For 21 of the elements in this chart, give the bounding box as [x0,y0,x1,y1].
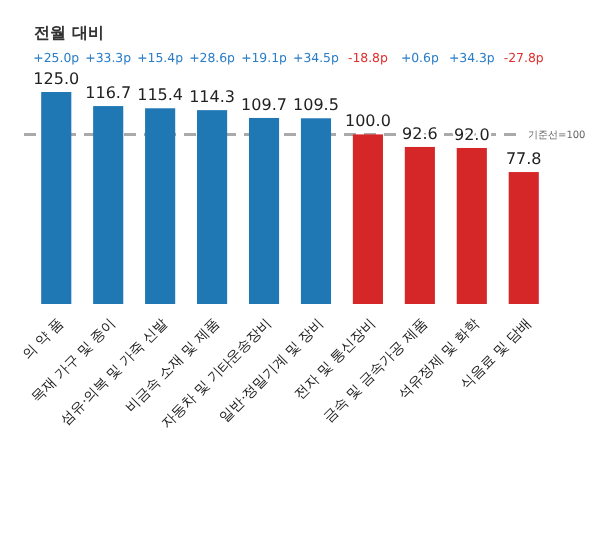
bar [300,118,332,304]
data-label: 92.6 [402,124,438,143]
data-label: 92.0 [453,125,490,144]
bar [248,117,280,304]
bar [508,172,539,304]
data-label: 115.4 [137,86,184,105]
data-label: 109.7 [241,95,287,114]
bar [352,134,383,304]
bar [145,108,176,304]
bar [41,92,72,304]
bar [456,147,487,304]
data-label: 100.0 [345,112,391,131]
data-label: 114.3 [189,88,235,107]
data-label: 116.7 [85,84,132,103]
data-label: 77.8 [505,150,542,169]
data-label: 125.0 [33,70,80,88]
bar [197,110,228,304]
data-label: 109.5 [293,96,339,115]
chart-subtitle: 전월 대비 [34,24,104,42]
bar [404,146,435,304]
bar [93,106,124,304]
